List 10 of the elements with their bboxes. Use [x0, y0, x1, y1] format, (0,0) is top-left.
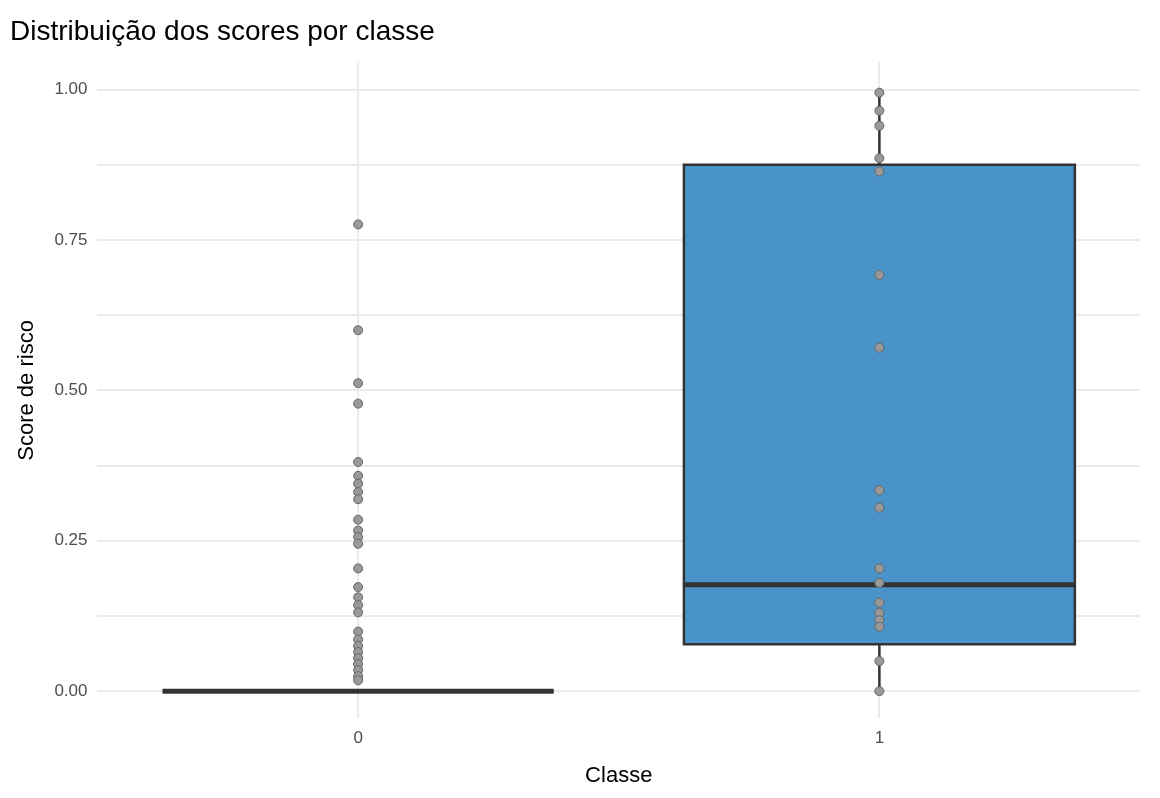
x-tick-label: 0 [353, 728, 363, 748]
x-tick-label: 1 [874, 728, 885, 748]
y-tick-label: 0.50 [54, 380, 88, 400]
y-tick-label: 0.75 [54, 229, 88, 249]
x-axis-title: Classe [585, 761, 653, 787]
y-tick-label: 0.00 [54, 680, 88, 700]
y-tick-label: 1.00 [54, 79, 88, 99]
y-axis-title: Score de risco [13, 320, 39, 461]
chart-title: Distribuição dos scores por classe [10, 14, 435, 46]
y-tick-label: 0.25 [54, 530, 88, 550]
